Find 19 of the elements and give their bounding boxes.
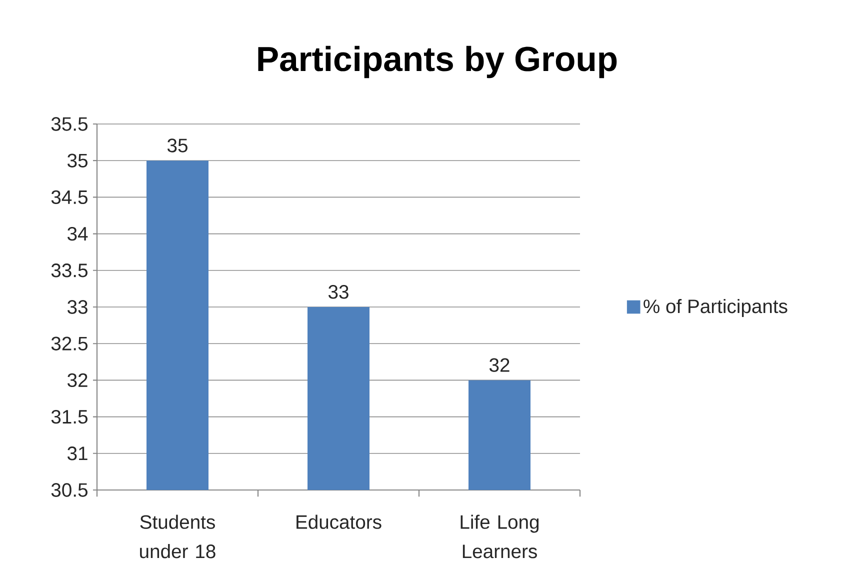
y-tick-label: 31.5 <box>51 410 88 424</box>
y-tick-label: 33 <box>68 300 88 314</box>
y-tick-label: 32 <box>68 373 88 388</box>
y-tick-label: 35 <box>68 154 88 168</box>
data-label: 35 <box>167 138 188 152</box>
y-tick-label: 33.5 <box>51 264 88 278</box>
data-label: 33 <box>328 285 348 299</box>
x-tick-label: Life Long Learners <box>460 514 539 558</box>
legend-label: % of Participants <box>644 298 788 318</box>
y-tick-label: 34.5 <box>51 190 88 204</box>
y-tick-label: 31 <box>68 446 88 460</box>
x-tick-label: Students under 18 <box>140 514 216 558</box>
y-tick-label: 34 <box>68 226 88 241</box>
chart-title: Participants by Group <box>258 46 617 78</box>
x-tick-label: Educators <box>296 514 382 529</box>
y-tick-label: 35.5 <box>51 117 88 131</box>
y-tick-label: 32.5 <box>51 336 88 350</box>
data-label: 32 <box>489 358 510 372</box>
y-tick-label: 30.5 <box>51 483 88 497</box>
